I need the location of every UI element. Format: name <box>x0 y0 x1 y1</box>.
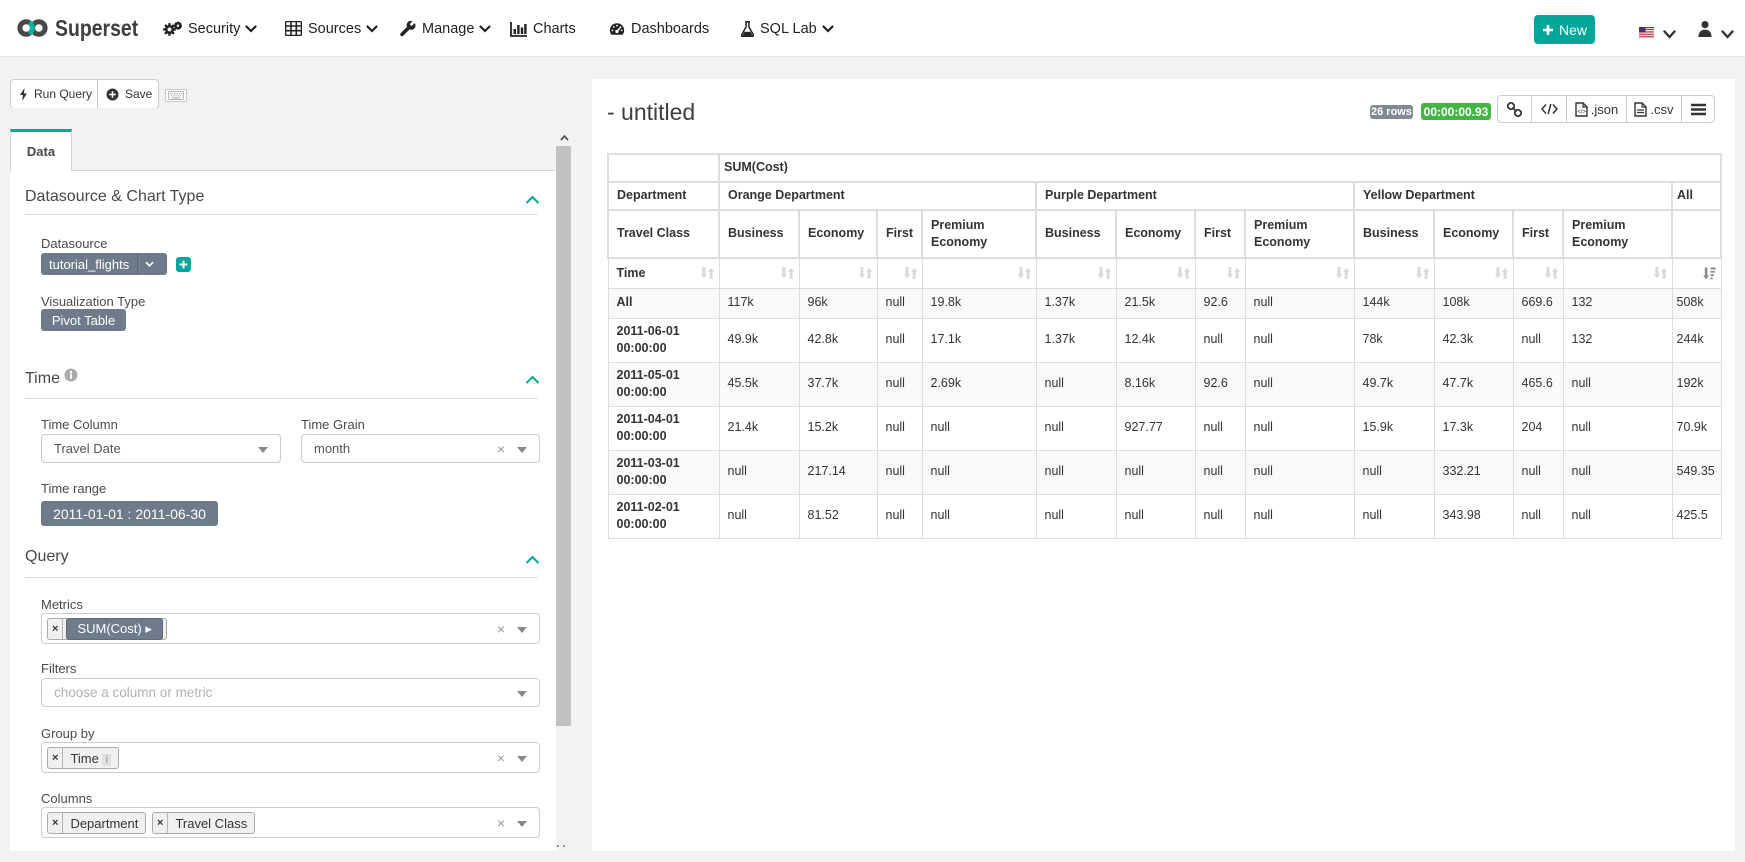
svg-text:</>: </> <box>1577 109 1586 115</box>
